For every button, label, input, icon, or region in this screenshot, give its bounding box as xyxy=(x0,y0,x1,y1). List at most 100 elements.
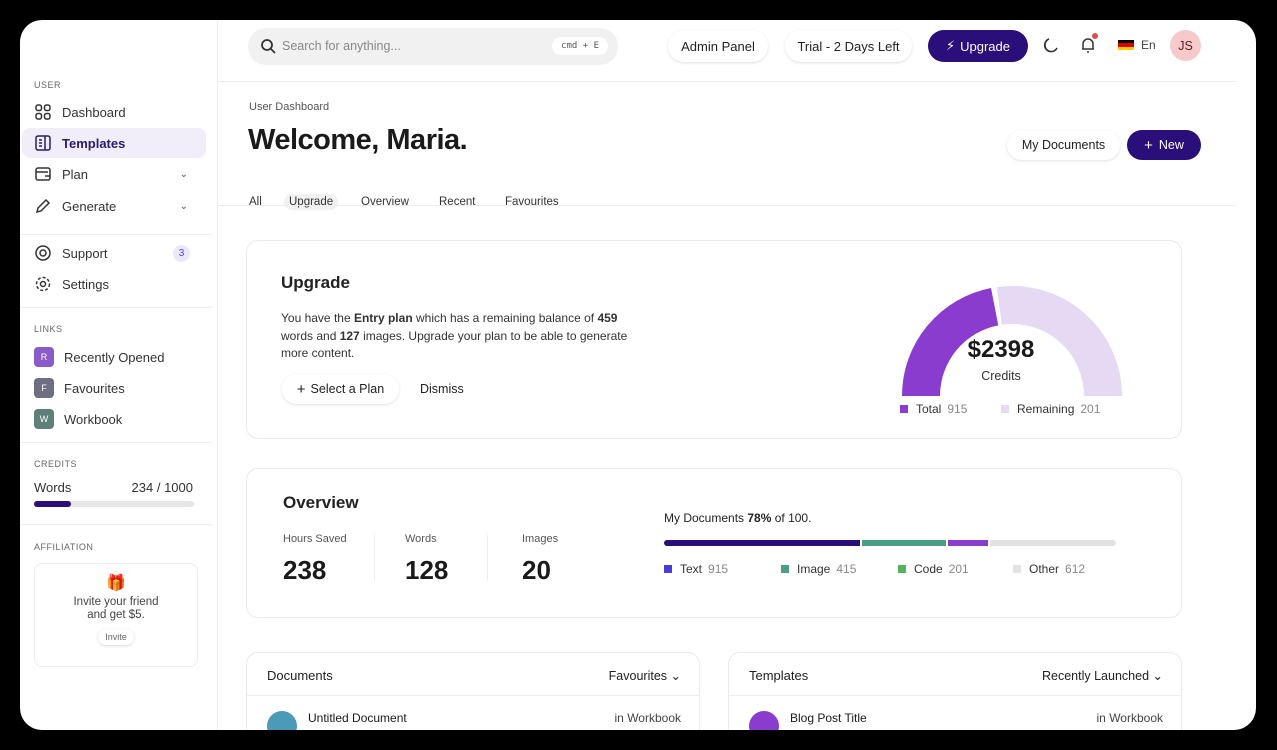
breadcrumb: User Dashboard xyxy=(249,101,330,113)
link-workbook[interactable]: W Workbook xyxy=(22,404,206,434)
bolt-icon: ⚡︎ xyxy=(945,38,956,53)
section-label-credits: CREDITS xyxy=(34,459,78,469)
support-badge: 3 xyxy=(173,244,190,262)
page-title: Welcome, Maria. xyxy=(248,124,468,156)
template-avatar xyxy=(749,711,779,730)
tab-recent[interactable]: Recent xyxy=(439,196,476,208)
legend-other: Other 612 xyxy=(1013,562,1085,576)
stat-images: Images 20 xyxy=(522,533,559,585)
legend-image: Image 415 xyxy=(781,562,856,576)
chevron-down-icon: ⌄ xyxy=(179,168,188,180)
search-input[interactable]: Search for anything... xyxy=(282,39,401,53)
section-label-user: USER xyxy=(34,80,62,90)
notifications-bell-icon[interactable] xyxy=(1080,33,1098,58)
invite-button[interactable]: Invite xyxy=(98,629,134,645)
gift-icon: 🎁 xyxy=(106,575,126,592)
legend-remaining: Remaining 201 xyxy=(1001,402,1100,416)
bar-segment-image xyxy=(862,540,946,546)
templates-filter-dropdown[interactable]: Recently Launched ⌄ xyxy=(1042,669,1163,683)
label: Support xyxy=(62,245,108,261)
legend-code: Code 201 xyxy=(898,562,969,576)
link-avatar: R xyxy=(34,347,54,367)
plus-icon: + xyxy=(296,380,306,398)
tab-all[interactable]: All xyxy=(249,196,262,208)
label: Workbook xyxy=(64,411,123,427)
plus-icon: + xyxy=(1144,136,1153,154)
my-documents-button[interactable]: My Documents xyxy=(1007,130,1120,160)
bar-segment-other xyxy=(990,540,1116,546)
templates-card: Templates Recently Launched ⌄ Blog Post … xyxy=(728,652,1182,730)
new-button[interactable]: + New xyxy=(1127,130,1201,160)
tab-favourites[interactable]: Favourites xyxy=(505,196,559,208)
sidebar-item-dashboard[interactable]: Dashboard xyxy=(22,97,206,127)
upgrade-description: You have the Entry plan which has a rema… xyxy=(281,311,628,360)
language-selector[interactable]: En xyxy=(1141,38,1156,52)
sidebar: USER Dashboard Templates Plan ⌄ Generate ⌄… xyxy=(20,20,218,730)
sidebar-item-plan[interactable]: Plan ⌄ xyxy=(22,159,206,189)
dark-mode-moon-icon[interactable] xyxy=(1043,37,1059,53)
chevron-down-icon: ⌄ xyxy=(1152,669,1163,683)
pencil-icon xyxy=(34,197,52,215)
chevron-down-icon: ⌄ xyxy=(179,200,188,212)
bar-segment-code xyxy=(948,540,988,546)
link-favourites[interactable]: F Favourites xyxy=(22,373,206,403)
search-icon xyxy=(261,39,276,54)
documents-usage-bar xyxy=(664,540,1116,546)
wallet-icon xyxy=(34,165,52,183)
credits-name: Words xyxy=(34,480,72,495)
gauge-label: Credits xyxy=(981,369,1021,383)
legend-text: Text 915 xyxy=(664,562,728,576)
trial-button[interactable]: Trial - 2 Days Left xyxy=(785,30,912,62)
label: Templates xyxy=(62,135,126,151)
link-recently-opened[interactable]: R Recently Opened xyxy=(22,342,206,372)
affiliation-card: 🎁 Invite your friend and get $5. Invite xyxy=(34,563,198,667)
document-name[interactable]: Untitled Document xyxy=(308,711,407,725)
tab-upgrade[interactable]: Upgrade xyxy=(284,194,339,210)
credits-value: 234 / 1000 xyxy=(131,480,193,495)
gauge-remaining-arc xyxy=(996,286,1122,397)
credits-gauge xyxy=(902,286,1122,397)
app-window: USER Dashboard Templates Plan ⌄ Generate ⌄… xyxy=(20,20,1256,730)
search-bar[interactable]: Search for anything... cmd + E xyxy=(248,28,618,65)
dismiss-button[interactable]: Dismiss xyxy=(420,382,464,396)
upgrade-title: Upgrade xyxy=(281,273,350,292)
overview-title: Overview xyxy=(283,493,359,512)
lifebuoy-icon xyxy=(34,244,52,262)
document-avatar xyxy=(267,711,297,730)
tab-overview[interactable]: Overview xyxy=(361,196,409,208)
bar-segment-text xyxy=(664,540,860,546)
sidebar-item-support[interactable]: Support 3 xyxy=(22,238,206,268)
gauge-total-arc xyxy=(902,288,999,397)
documents-filter-dropdown[interactable]: Favourites ⌄ xyxy=(608,669,681,683)
german-flag-icon[interactable] xyxy=(1118,40,1134,50)
section-label-links: LINKS xyxy=(34,324,63,334)
documents-card: Documents Favourites ⌄ Untitled Document… xyxy=(246,652,700,730)
invite-text: Invite your friend and get $5. xyxy=(73,596,159,621)
admin-panel-button[interactable]: Admin Panel xyxy=(668,30,768,62)
sidebar-item-generate[interactable]: Generate ⌄ xyxy=(22,191,206,221)
label: Select a Plan xyxy=(310,382,385,396)
section-label-affiliation: AFFILIATION xyxy=(34,542,94,552)
legend-total: Total 915 xyxy=(900,402,967,416)
upgrade-button[interactable]: ⚡︎ Upgrade xyxy=(928,30,1028,62)
documents-usage-text: My Documents 78% of 100. xyxy=(664,511,812,525)
stat-hours-saved: Hours Saved 238 xyxy=(283,533,347,585)
overview-card: Overview Hours Saved 238 Words 128 Images 2… xyxy=(246,468,1182,618)
label: Generate xyxy=(62,198,117,214)
template-meta: in Workbook xyxy=(1096,711,1163,725)
link-avatar: F xyxy=(34,378,54,398)
avatar[interactable]: JS xyxy=(1170,30,1201,61)
documents-title: Documents xyxy=(267,668,333,683)
select-plan-button[interactable]: + Select a Plan xyxy=(282,374,399,404)
grid-icon xyxy=(34,103,52,121)
label: Favourites xyxy=(64,380,125,396)
sidebar-item-settings[interactable]: Settings xyxy=(22,269,206,299)
label: New xyxy=(1158,138,1184,152)
template-name[interactable]: Blog Post Title xyxy=(790,711,867,725)
sidebar-item-templates[interactable]: Templates xyxy=(22,128,206,158)
label: Dashboard xyxy=(62,104,126,120)
stat-words: Words 128 xyxy=(405,533,449,585)
link-avatar: W xyxy=(34,409,54,429)
label: Plan xyxy=(62,166,89,182)
shortcut-hint: cmd + E xyxy=(552,37,608,55)
